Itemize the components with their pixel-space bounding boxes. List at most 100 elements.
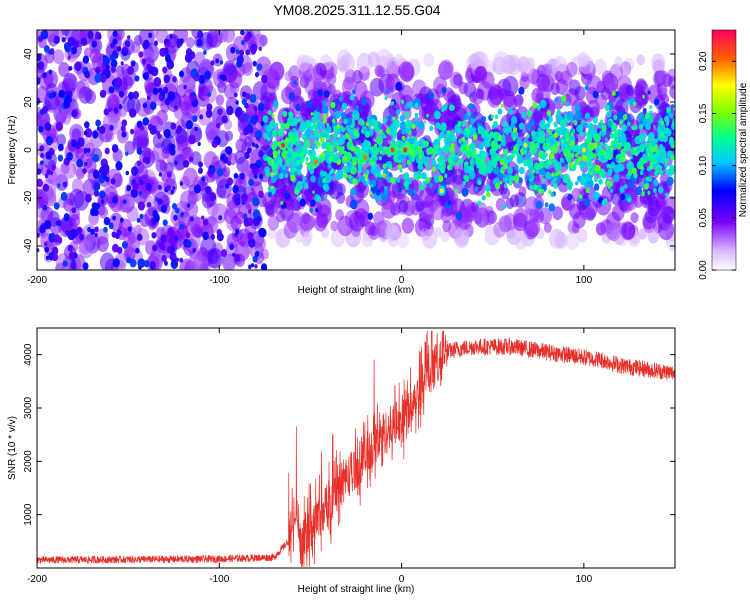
heatmap-cell	[395, 109, 401, 116]
snr-series-line	[37, 330, 675, 567]
heatmap-cell	[474, 156, 482, 166]
heatmap-cell	[542, 178, 546, 183]
heatmap-cell	[44, 241, 48, 247]
heatmap-cell	[234, 150, 246, 165]
heatmap-cell	[463, 164, 471, 174]
heatmap-cell	[201, 215, 205, 220]
heatmap-cell	[617, 131, 622, 137]
colorbar: 0.00 0.05 0.10 0.15 0.20 Normalized spectral…	[698, 29, 749, 280]
heatmap-cell	[606, 221, 622, 242]
heatmap-cell	[597, 144, 602, 151]
heatmap-cell	[350, 145, 355, 152]
heatmap-cell	[660, 120, 665, 126]
heatmap-cell	[353, 109, 358, 115]
heatmap-cell	[161, 254, 167, 263]
heatmap-cell	[566, 137, 569, 142]
heatmap-cell	[443, 135, 452, 146]
heatmap-cell	[215, 58, 220, 64]
heatmap-cell	[265, 203, 275, 216]
heatmap-cell	[338, 96, 343, 102]
heatmap-cell	[547, 142, 551, 147]
heatmap-cell	[241, 193, 248, 203]
heatmap-cell	[410, 193, 419, 204]
heatmap-cell	[90, 228, 95, 235]
y-tick-label: -40	[23, 238, 34, 253]
heatmap-cell	[495, 182, 501, 190]
heatmap-cell	[434, 110, 441, 120]
y-tick-label: 40	[23, 48, 34, 60]
heatmap-cell	[136, 217, 141, 223]
heatmap-cell	[49, 48, 55, 55]
heatmap-cell	[149, 261, 156, 270]
heatmap-cell	[92, 153, 99, 163]
heatmap-cell	[232, 185, 239, 194]
heatmap-cell	[586, 163, 590, 168]
heatmap-cell	[638, 134, 644, 142]
heatmap-cell	[327, 163, 332, 169]
heatmap-cell	[586, 75, 603, 96]
heatmap-cell	[37, 248, 40, 253]
heatmap-cell	[84, 121, 90, 129]
heatmap-cell	[112, 173, 123, 188]
heatmap-cell	[353, 129, 359, 137]
heatmap-cell	[330, 168, 335, 174]
heatmap-cell	[454, 188, 459, 194]
heatmap-cell	[348, 138, 352, 143]
heatmap-cell	[638, 145, 643, 153]
heatmap-cell	[249, 93, 257, 103]
heatmap-cell	[369, 191, 373, 195]
heatmap-cell	[166, 184, 171, 191]
heatmap-cell	[524, 196, 540, 216]
heatmap-cell	[179, 176, 190, 190]
heatmap-cell	[250, 263, 255, 268]
heatmap-hotspot	[281, 142, 286, 148]
heatmap-cell	[642, 154, 647, 160]
heatmap-cell	[509, 57, 520, 72]
heatmap-cell	[269, 159, 275, 166]
heatmap-cell	[83, 147, 88, 154]
heatmap-cell	[134, 75, 140, 82]
heatmap-cell	[538, 163, 543, 169]
heatmap-cell	[569, 162, 574, 168]
heatmap-cell	[584, 181, 589, 188]
heatmap-cell	[567, 193, 573, 201]
heatmap-cell	[468, 103, 474, 110]
heatmap-cell	[204, 70, 212, 80]
heatmap-cell	[437, 156, 443, 162]
heatmap-cell	[142, 72, 148, 80]
heatmap-cell	[431, 159, 437, 167]
heatmap-cells	[37, 30, 675, 270]
heatmap-cell	[323, 194, 328, 199]
heatmap-cell	[253, 105, 258, 111]
heatmap-cell	[312, 133, 320, 142]
heatmap-cell	[529, 173, 533, 179]
heatmap-cell	[438, 175, 444, 182]
heatmap-cell	[139, 191, 143, 196]
heatmap-cell	[137, 258, 146, 268]
heatmap-cell	[82, 262, 89, 270]
heatmap-cell	[166, 246, 172, 253]
heatmap-cell	[347, 117, 353, 125]
heatmap-cell	[301, 133, 307, 140]
heatmap-cell	[643, 141, 650, 149]
heatmap-cell	[343, 172, 348, 179]
heatmap-cell	[220, 155, 225, 161]
heatmap-cell	[419, 184, 425, 191]
heatmap-cell	[76, 158, 84, 168]
heatmap-cell	[163, 128, 171, 139]
heatmap-cell	[259, 228, 267, 238]
heatmap-cell	[42, 106, 48, 114]
heatmap-cell	[210, 233, 215, 240]
heatmap-cell	[395, 81, 403, 92]
heatmap-cell	[477, 180, 482, 186]
heatmap-cell	[350, 187, 357, 196]
heatmap-cell	[121, 119, 128, 127]
heatmap-cell	[331, 153, 335, 158]
heatmap-cell	[423, 53, 435, 68]
heatmap-cell	[540, 122, 547, 130]
heatmap-cell	[606, 111, 612, 118]
heatmap-cell	[175, 257, 179, 263]
heatmap-cell	[559, 119, 566, 128]
heatmap-cell	[157, 198, 163, 205]
heatmap-hotspot	[523, 142, 528, 148]
